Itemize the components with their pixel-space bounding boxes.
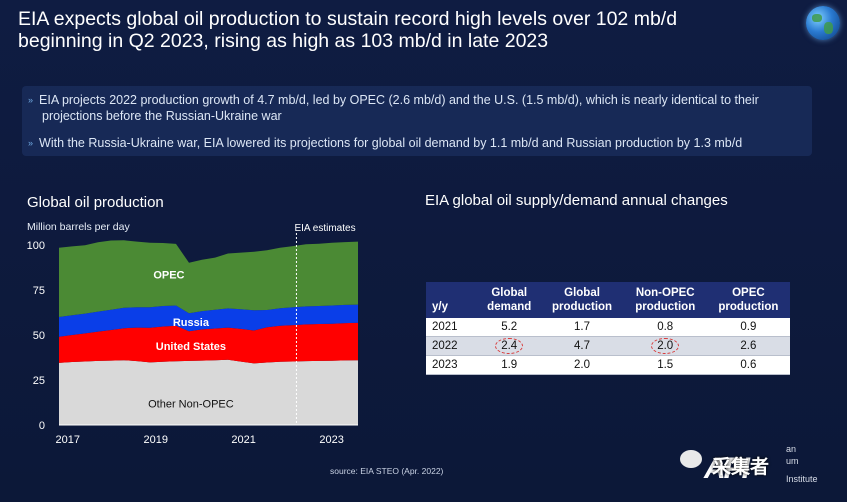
table-title: EIA global oil supply/demand annual chan… [425, 192, 728, 209]
watermark: an um Institute API 采集者 [680, 440, 842, 496]
bullet-icon: » [28, 95, 34, 105]
oil-production-chart: Other Non-OPEC United States Russia OPEC EIA… [27, 223, 358, 446]
watermark-wechat-text: 采集者 [712, 457, 770, 478]
table-cell: 2022 [426, 336, 478, 356]
y-tick-label: 0 [39, 420, 45, 432]
highlight-circle: 2.0 [651, 338, 680, 354]
area-series-opec [59, 240, 358, 317]
table-cell: 2.0 [540, 355, 624, 375]
area-series-russia [59, 304, 358, 337]
table-cell: 2.0 [623, 336, 707, 356]
table-cell: 5.2 [478, 318, 541, 337]
x-tick-label: 2017 [56, 434, 80, 446]
y-tick-label: 75 [33, 285, 45, 297]
wechat-icon [680, 450, 702, 468]
series-label: Other Non-OPEC [148, 398, 234, 410]
header-global-demand: Global demand [478, 282, 541, 318]
table-cell: 1.9 [478, 355, 541, 375]
series-label: United States [156, 341, 226, 353]
chart-y-label: Million barrels per day [27, 221, 130, 233]
watermark-text: um [786, 456, 799, 466]
table-cell: 2021 [426, 318, 478, 337]
table-cell: 0.6 [706, 355, 790, 375]
estimate-annotation: EIA estimates [294, 223, 355, 234]
supply-demand-table: y/y Global demand Global production Non-OP… [426, 282, 790, 375]
area-series-other-non-opec [59, 359, 358, 425]
y-tick-label: 50 [33, 330, 45, 342]
bullet-item: » EIA projects 2022 production growth of … [28, 93, 759, 107]
header-global-production: Global production [540, 282, 624, 318]
table-cell: 1.5 [623, 355, 707, 375]
series-label: Russia [173, 317, 210, 329]
table-row: 2023 1.9 2.0 1.5 0.6 [426, 355, 790, 375]
x-tick-label: 2023 [319, 434, 343, 446]
table-cell: 2.6 [706, 336, 790, 356]
chart-title: Global oil production [27, 194, 164, 211]
table-cell: 2.4 [478, 336, 541, 356]
bullet-list: » EIA projects 2022 production growth of … [22, 86, 812, 156]
table-row: 2021 5.2 1.7 0.8 0.9 [426, 318, 790, 337]
table-cell: 0.8 [623, 318, 707, 337]
slide-title: EIA expects global oil production to sus… [18, 8, 778, 52]
table-row: 2022 2.4 4.7 2.0 2.6 [426, 336, 790, 356]
slide-title-line2: beginning in Q2 2023, rising as high as … [18, 30, 549, 52]
y-tick-label: 100 [27, 240, 45, 252]
bullet-icon: » [28, 138, 34, 148]
source-note: source: EIA STEO (Apr. 2022) [330, 466, 444, 476]
api-logo: API [704, 452, 750, 485]
bullet-item: » With the Russia-Ukraine war, EIA lowere… [28, 136, 743, 150]
x-tick-label: 2021 [231, 434, 255, 446]
table-cell: 0.9 [706, 318, 790, 337]
slide-title-line1: EIA expects global oil production to sus… [18, 8, 678, 30]
table-cell: 4.7 [540, 336, 624, 356]
highlight-circle: 2.4 [495, 338, 524, 354]
area-series-united-states [59, 322, 358, 364]
watermark-text: Institute [786, 474, 818, 484]
header-yy: y/y [426, 282, 478, 318]
bullet-item-continuation: projections before the Russian-Ukraine w… [42, 109, 282, 123]
header-opec-production: OPEC production [706, 282, 790, 318]
y-tick-label: 25 [33, 375, 45, 387]
watermark-text: an [786, 444, 797, 454]
table-header-row: y/y Global demand Global production Non-OP… [426, 282, 790, 318]
table-cell: 1.7 [540, 318, 624, 337]
header-non-opec-production: Non-OPEC production [623, 282, 707, 318]
table-cell: 2023 [426, 355, 478, 375]
globe-icon [806, 6, 840, 40]
series-label: OPEC [153, 270, 184, 282]
x-tick-label: 2019 [143, 434, 167, 446]
